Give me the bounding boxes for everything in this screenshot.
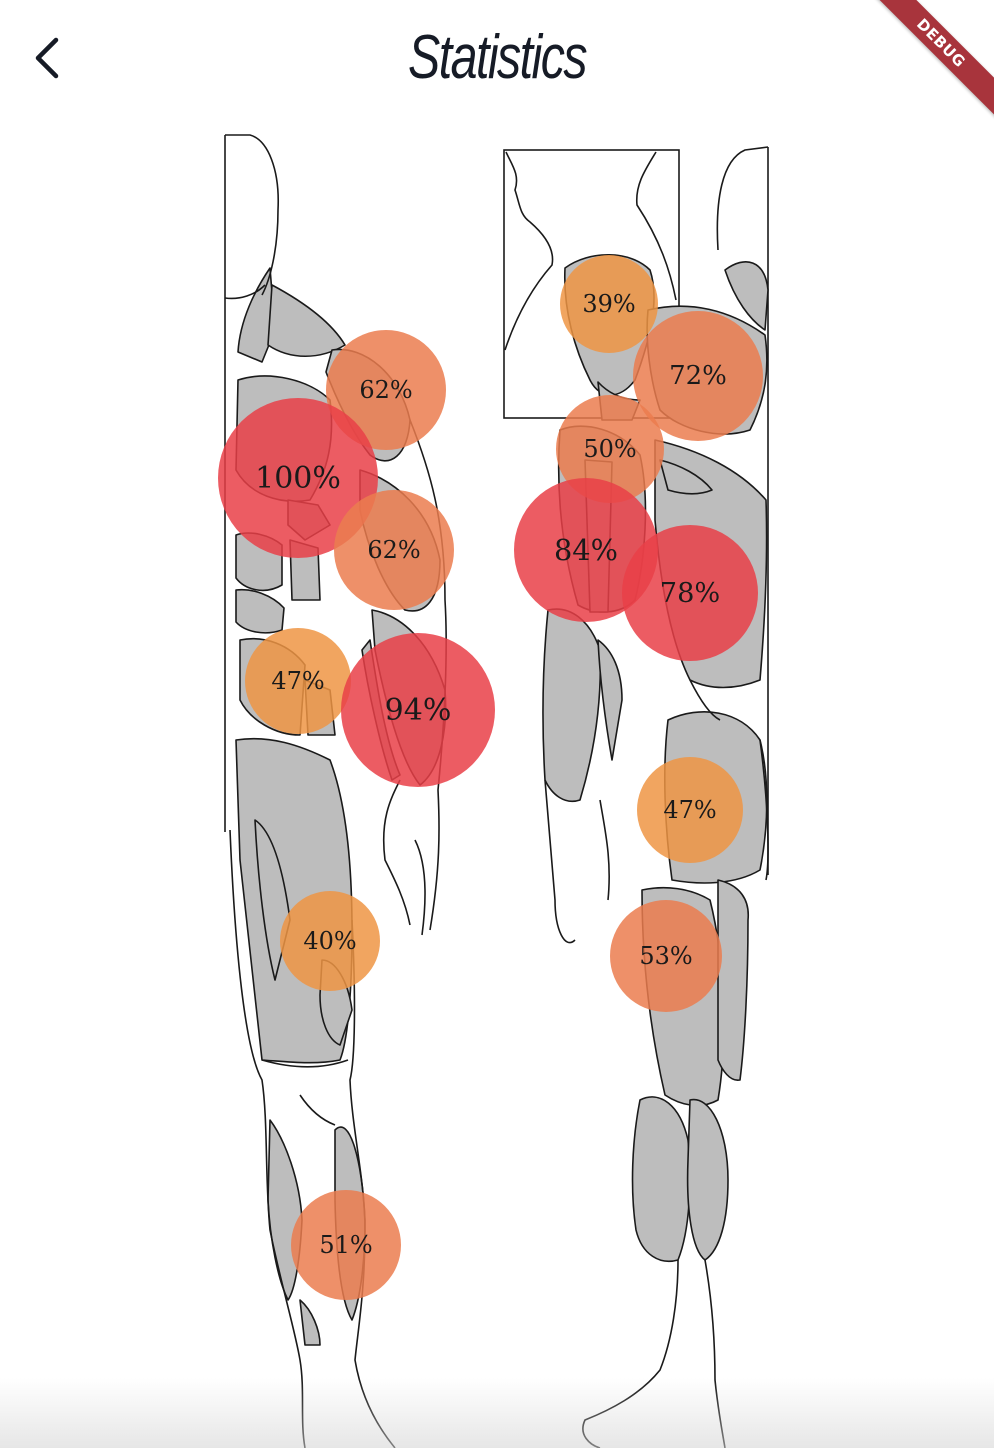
chevron-left-icon <box>35 37 59 79</box>
hotspot-back-neck[interactable]: 39% <box>560 255 658 353</box>
hotspot-back-hamstrings[interactable]: 53% <box>610 900 722 1012</box>
hotspot-label: 51% <box>319 1231 373 1259</box>
hotspot-label: 53% <box>639 942 693 970</box>
app-bar: Statistics <box>0 0 994 120</box>
page-title: Statistics <box>408 23 587 92</box>
hotspot-label: 50% <box>583 435 637 463</box>
hotspot-label: 40% <box>303 927 357 955</box>
hotspot-front-chest[interactable]: 100% <box>218 398 378 558</box>
back-button[interactable] <box>18 30 74 86</box>
hotspot-label: 47% <box>663 796 717 824</box>
hotspot-label: 62% <box>367 536 421 564</box>
hotspot-front-quads[interactable]: 40% <box>280 891 380 991</box>
hotspot-front-abs[interactable]: 47% <box>245 628 351 734</box>
hotspot-back-glutes[interactable]: 47% <box>637 757 743 863</box>
hotspot-label: 100% <box>255 460 341 496</box>
hotspot-label: 39% <box>582 290 636 318</box>
hotspot-label: 84% <box>553 533 618 567</box>
hotspot-front-calves[interactable]: 51% <box>291 1190 401 1300</box>
hotspot-back-triceps[interactable]: 84% <box>514 478 658 622</box>
hotspot-label: 47% <box>271 667 325 695</box>
hotspot-front-biceps[interactable]: 62% <box>334 490 454 610</box>
hotspot-label: 72% <box>669 361 727 391</box>
hotspot-back-lats[interactable]: 78% <box>622 525 758 661</box>
hotspot-label: 78% <box>659 577 721 609</box>
hotspot-label: 62% <box>359 376 413 404</box>
hotspot-front-forearm[interactable]: 94% <box>341 633 495 787</box>
hotspot-label: 94% <box>384 692 452 728</box>
